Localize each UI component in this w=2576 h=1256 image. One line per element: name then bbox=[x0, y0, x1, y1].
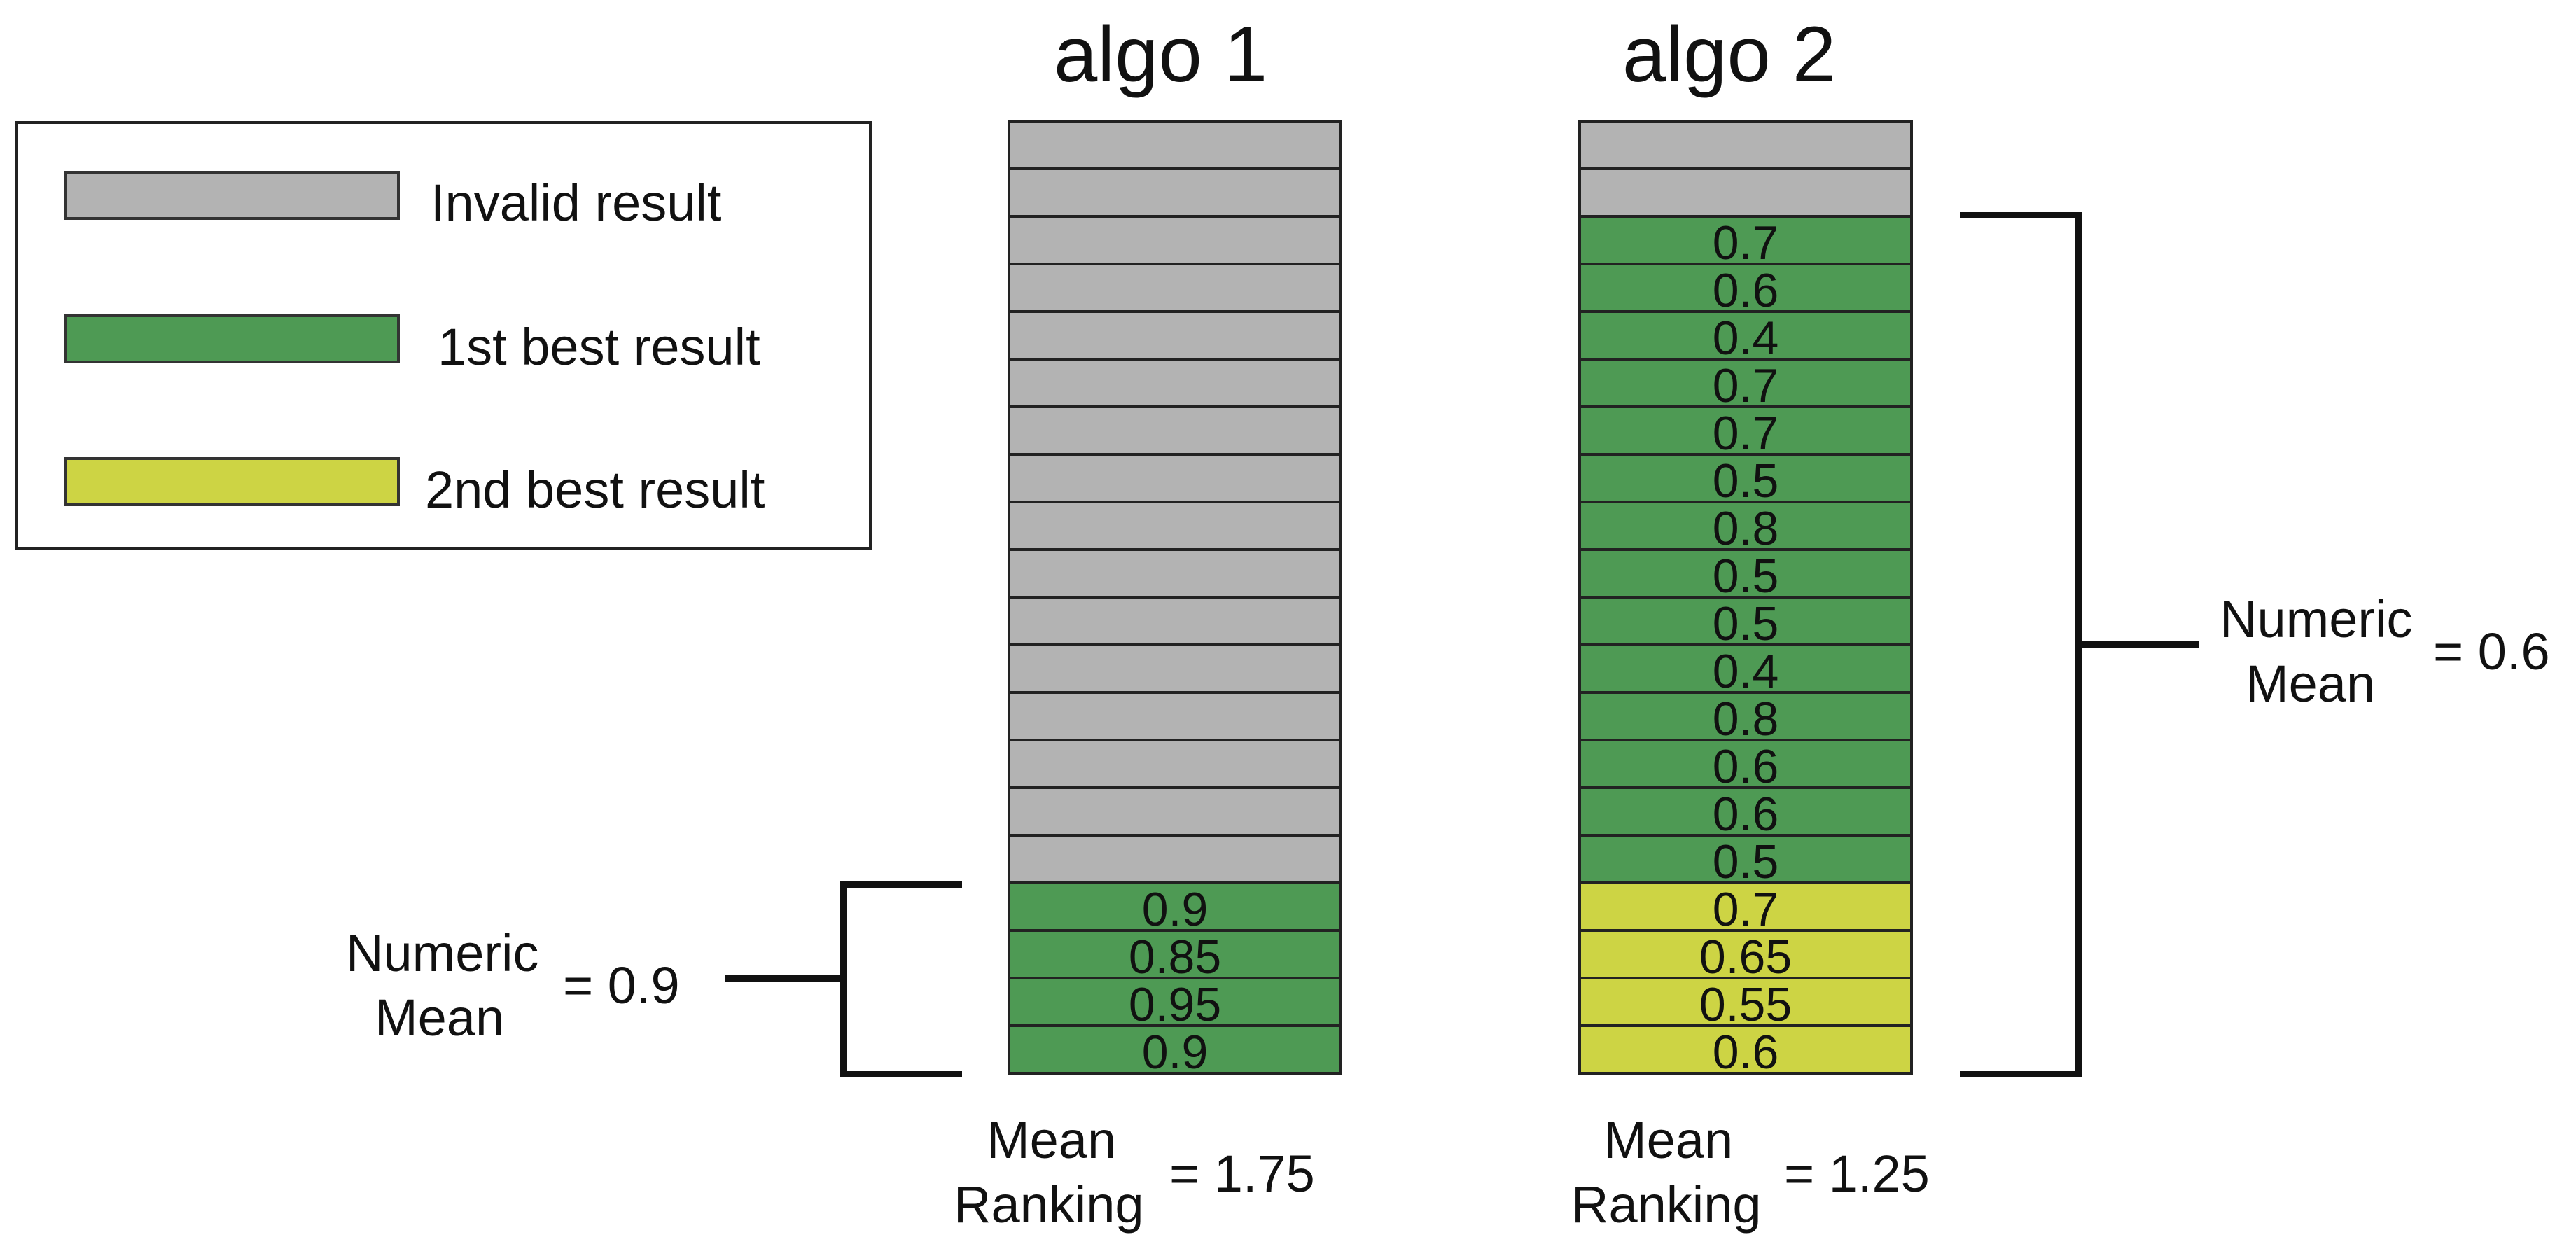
algo2-numeric-mean-label-line1: Numeric bbox=[2220, 590, 2413, 648]
algo2-result-cell: 0.6 bbox=[1578, 739, 1913, 789]
algo2-invalid-cell bbox=[1578, 167, 1913, 218]
algo2-result-value: 0.6 bbox=[1712, 264, 1779, 313]
algo1-result-value: 0.9 bbox=[1141, 1026, 1209, 1075]
algo2-result-cell: 0.6 bbox=[1578, 1024, 1913, 1075]
algo1-invalid-cell bbox=[1008, 120, 1342, 170]
algo2-result-cell: 0.5 bbox=[1578, 548, 1913, 599]
algo2-numeric-mean-label-line2: Mean bbox=[2246, 655, 2376, 713]
algo1-result-cell: 0.9 bbox=[1008, 881, 1342, 932]
algo1-mean-ranking-value: = 1.75 bbox=[1169, 1145, 1315, 1203]
algo2-result-cell: 0.7 bbox=[1578, 881, 1913, 932]
algo2-result-cell: 0.5 bbox=[1578, 596, 1913, 646]
algo2-result-cell: 0.5 bbox=[1578, 453, 1913, 503]
algo1-invalid-cell bbox=[1008, 643, 1342, 694]
algo2-result-cell: 0.6 bbox=[1578, 263, 1913, 313]
algo1-numeric-mean-label-line1: Numeric bbox=[346, 924, 539, 982]
algo2-result-cell: 0.8 bbox=[1578, 691, 1913, 741]
algo1-result-cell: 0.85 bbox=[1008, 929, 1342, 979]
legend-swatch-best1 bbox=[64, 314, 400, 363]
algo1-invalid-cell bbox=[1008, 215, 1342, 265]
algo2-result-cell: 0.65 bbox=[1578, 929, 1913, 979]
algo2-result-cell: 0.4 bbox=[1578, 643, 1913, 694]
algo1-result-value: 0.85 bbox=[1128, 930, 1222, 979]
algo2-numeric-mean-bracket bbox=[1960, 212, 2082, 1077]
algo2-result-value: 0.55 bbox=[1699, 978, 1792, 1027]
algo2-mean-ranking-label-line2: Ranking bbox=[1571, 1175, 1762, 1234]
algo2-result-cell: 0.4 bbox=[1578, 310, 1913, 361]
algo1-invalid-cell bbox=[1008, 834, 1342, 884]
algo2-result-cell: 0.55 bbox=[1578, 977, 1913, 1027]
algo2-result-value: 0.6 bbox=[1712, 788, 1779, 837]
algo2-numeric-mean-connector bbox=[2080, 641, 2199, 648]
algo1-numeric-mean-value: = 0.9 bbox=[563, 956, 680, 1014]
legend: Invalid result 1st best result 2nd best … bbox=[15, 121, 872, 550]
algo1-result-value: 0.9 bbox=[1141, 883, 1209, 932]
algo2-result-cell: 0.7 bbox=[1578, 215, 1913, 265]
legend-swatch-best2 bbox=[64, 457, 400, 506]
algo1-invalid-cell bbox=[1008, 310, 1342, 361]
algo2-result-value: 0.6 bbox=[1712, 740, 1779, 789]
algo1-result-value: 0.95 bbox=[1128, 978, 1222, 1027]
algo1-invalid-cell bbox=[1008, 739, 1342, 789]
algo2-result-value: 0.5 bbox=[1712, 835, 1779, 884]
algo2-result-value: 0.7 bbox=[1712, 883, 1779, 932]
algo1-numeric-mean-label-line2: Mean bbox=[375, 989, 505, 1047]
algo2-result-value: 0.5 bbox=[1712, 597, 1779, 646]
algo2-result-value: 0.7 bbox=[1712, 359, 1779, 408]
algo1-invalid-cell bbox=[1008, 358, 1342, 408]
algo1-invalid-cell bbox=[1008, 167, 1342, 218]
algo1-invalid-cell bbox=[1008, 596, 1342, 646]
algo2-result-cell: 0.5 bbox=[1578, 834, 1913, 884]
algo2-invalid-cell bbox=[1578, 120, 1913, 170]
legend-label-best1: 1st best result bbox=[438, 318, 760, 376]
algo2-title: algo 2 bbox=[1622, 11, 1837, 98]
algo1-invalid-cell bbox=[1008, 786, 1342, 837]
algo1-result-cell: 0.95 bbox=[1008, 977, 1342, 1027]
algo2-numeric-mean-value: = 0.6 bbox=[2433, 622, 2550, 681]
algo1-invalid-cell bbox=[1008, 405, 1342, 456]
algo2-mean-ranking-value: = 1.25 bbox=[1784, 1145, 1930, 1203]
algo1-result-cell: 0.9 bbox=[1008, 1024, 1342, 1075]
algo2-mean-ranking-label-line1: Mean bbox=[1603, 1111, 1734, 1169]
algo2-result-value: 0.5 bbox=[1712, 550, 1779, 599]
algo2-result-value: 0.6 bbox=[1712, 1026, 1779, 1075]
algo2-result-value: 0.65 bbox=[1699, 930, 1792, 979]
algo2-result-value: 0.8 bbox=[1712, 502, 1779, 551]
algo1-mean-ranking-label-line2: Ranking bbox=[954, 1175, 1144, 1234]
algo2-result-cell: 0.7 bbox=[1578, 358, 1913, 408]
algo2-result-value: 0.5 bbox=[1712, 454, 1779, 503]
legend-label-invalid: Invalid result bbox=[431, 174, 722, 232]
legend-swatch-invalid bbox=[64, 171, 400, 220]
algo1-mean-ranking-label-line1: Mean bbox=[987, 1111, 1117, 1169]
algo2-result-cell: 0.7 bbox=[1578, 405, 1913, 456]
algo2-result-value: 0.4 bbox=[1712, 312, 1779, 361]
legend-label-best2: 2nd best result bbox=[425, 461, 765, 519]
algo1-invalid-cell bbox=[1008, 453, 1342, 503]
algo1-numeric-mean-bracket bbox=[840, 881, 962, 1077]
algo2-result-cell: 0.8 bbox=[1578, 501, 1913, 551]
algo1-invalid-cell bbox=[1008, 691, 1342, 741]
algo1-invalid-cell bbox=[1008, 263, 1342, 313]
algo2-result-value: 0.7 bbox=[1712, 407, 1779, 456]
algo2-result-value: 0.8 bbox=[1712, 692, 1779, 741]
algo1-title: algo 1 bbox=[1054, 11, 1268, 98]
algo1-invalid-cell bbox=[1008, 548, 1342, 599]
algo2-result-value: 0.4 bbox=[1712, 645, 1779, 694]
algo1-numeric-mean-connector bbox=[725, 975, 843, 982]
algo2-result-value: 0.7 bbox=[1712, 216, 1779, 265]
algo1-invalid-cell bbox=[1008, 501, 1342, 551]
algo2-result-cell: 0.6 bbox=[1578, 786, 1913, 837]
